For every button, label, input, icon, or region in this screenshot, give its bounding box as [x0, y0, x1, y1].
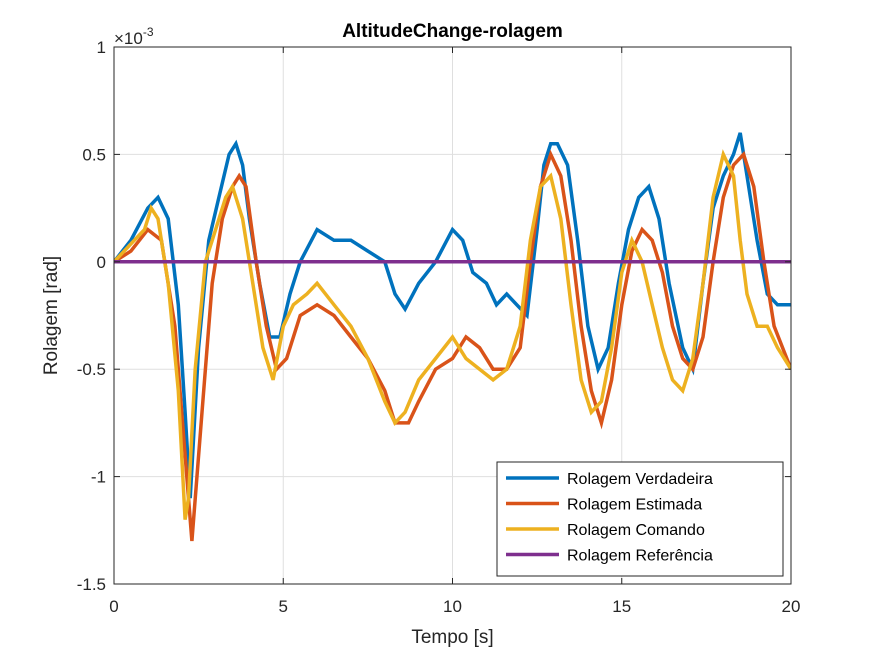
x-tick-label: 20 — [782, 597, 801, 616]
legend: Rolagem Verdadeira Rolagem Estimada Rolage… — [496, 461, 784, 577]
x-tick-label: 10 — [443, 597, 462, 616]
legend-label: Rolagem Referência — [567, 548, 713, 565]
y-tick-label: 0.5 — [82, 145, 106, 164]
series-line-2 — [114, 149, 791, 542]
x-axis-label: Tempo [s] — [411, 627, 493, 648]
series-line-3 — [114, 149, 791, 520]
y-tick-label: -1 — [91, 468, 106, 487]
series-line-1 — [114, 132, 791, 499]
x-tick-label: 5 — [279, 597, 288, 616]
y-tick-label: -0.5 — [77, 360, 106, 379]
ticks — [113, 46, 792, 585]
y-multiplier-exp: -3 — [143, 25, 154, 39]
y-multiplier: ×10-3 — [114, 25, 154, 48]
tick-labels: 0 5 10 15 20 -1.5 -1 -0.5 0 0.5 1 — [77, 38, 801, 616]
x-tick-label: 15 — [612, 597, 631, 616]
y-multiplier-base: ×10 — [114, 29, 143, 48]
x-tick-label: 0 — [109, 597, 118, 616]
legend-label: Rolagem Verdadeira — [567, 471, 713, 488]
y-axis-label: Rolagem [rad] — [41, 256, 62, 375]
y-tick-label: 0 — [97, 253, 106, 272]
legend-box — [496, 461, 784, 577]
series-layer — [114, 132, 791, 542]
y-tick-label: -1.5 — [77, 575, 106, 594]
legend-label: Rolagem Estimada — [567, 497, 702, 514]
chart-title: AltitudeChange-rolagem — [342, 21, 563, 42]
y-tick-label: 1 — [97, 38, 106, 57]
legend-label: Rolagem Comando — [567, 522, 705, 539]
